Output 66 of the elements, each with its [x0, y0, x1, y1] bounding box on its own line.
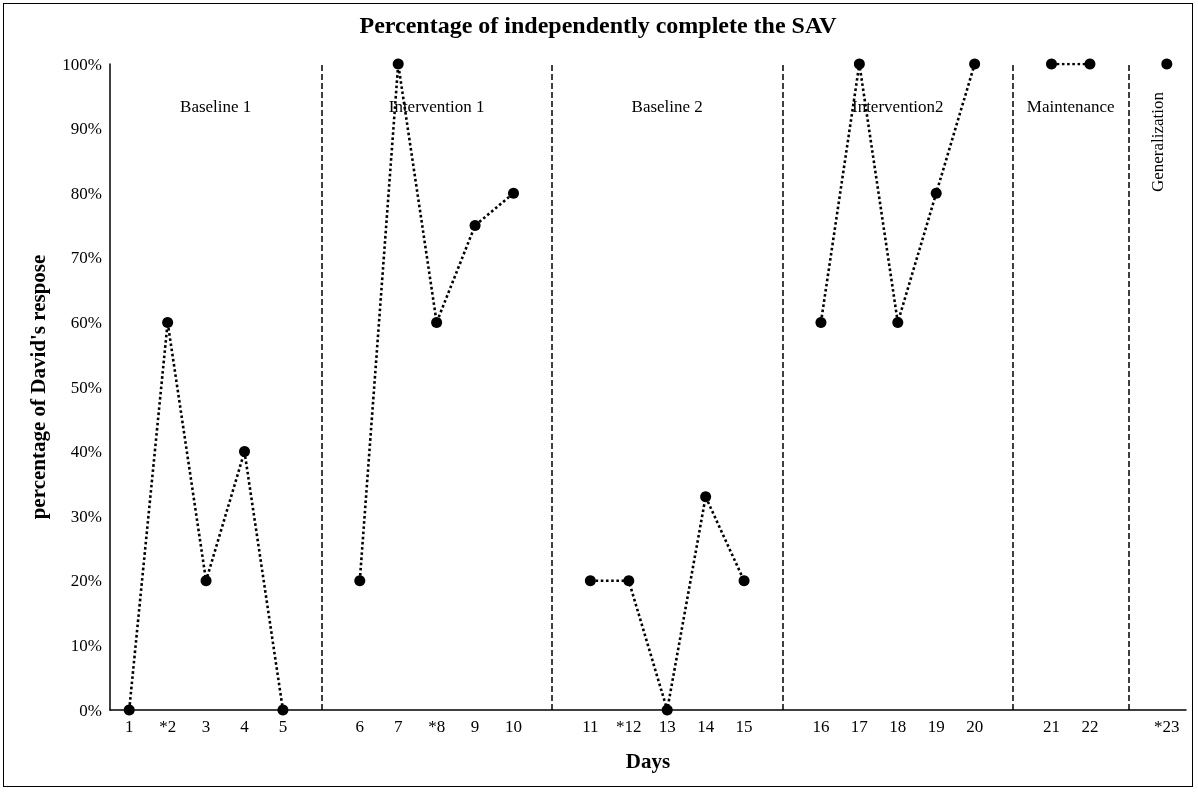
point [277, 704, 289, 716]
x-tick-label: 5 [278, 717, 288, 736]
y-axis-title: percentage of David's respose [25, 254, 50, 520]
annotation: Generalization [1147, 91, 1167, 193]
x-tick-label: 22 [1081, 717, 1099, 736]
point [623, 575, 635, 587]
point [815, 316, 827, 328]
y-tick-label: 20% [70, 571, 102, 591]
point [354, 575, 366, 587]
point [584, 575, 596, 587]
x-tick-label: 18 [889, 717, 907, 736]
x-tick-label: 19 [927, 717, 945, 736]
annotation: Baseline 1 [180, 96, 252, 116]
point [853, 58, 865, 70]
point [508, 187, 519, 199]
y-tick-label: 0% [79, 700, 102, 720]
point [123, 704, 135, 716]
y-tick-label: 60% [70, 312, 102, 332]
point [892, 316, 904, 328]
point [930, 187, 942, 199]
x-tick-label: 9 [470, 717, 480, 736]
y-tick-label: 70% [70, 248, 102, 268]
point [239, 446, 250, 458]
point [1161, 58, 1173, 70]
point [469, 220, 481, 231]
x-tick-label: 20 [966, 717, 984, 736]
y-tick-label: 40% [70, 442, 102, 462]
x-tick-label: 14 [697, 717, 715, 736]
chart-title: Percentage of independently complete the SAV [359, 12, 838, 38]
y-tick-label: 50% [70, 377, 102, 397]
point [1084, 58, 1096, 70]
x-tick-label: *2 [159, 717, 177, 736]
y-tick-label: 90% [70, 119, 102, 139]
x-tick-label: 4 [240, 717, 250, 736]
point [200, 575, 212, 587]
x-tick-label: 16 [812, 717, 830, 736]
point [738, 575, 750, 587]
x-tick-label: *12 [616, 717, 642, 736]
y-tick-label: 30% [70, 506, 102, 526]
point [392, 58, 404, 70]
x-tick-label: *23 [1154, 717, 1180, 736]
annotation: Baseline 2 [631, 96, 703, 116]
x-tick-label: 1 [124, 717, 134, 736]
x-tick-label: 21 [1043, 717, 1060, 736]
x-tick-label: 13 [658, 717, 676, 736]
point [969, 58, 981, 70]
x-tick-label: 10 [505, 717, 522, 736]
x-tick-label: 17 [850, 717, 869, 736]
y-tick-label: 10% [70, 635, 102, 655]
point [700, 491, 712, 503]
point [431, 316, 443, 328]
x-tick-label: 11 [582, 717, 599, 736]
point [162, 316, 174, 328]
x-tick-label: 7 [393, 717, 403, 736]
point [661, 704, 673, 716]
y-tick-label: 100% [62, 54, 102, 74]
annotation: Intervention2 [851, 96, 944, 116]
point [1046, 58, 1057, 70]
x-tick-label: *8 [428, 717, 446, 736]
x-tick-label: 3 [201, 717, 211, 736]
x-axis-title: Days [625, 748, 671, 773]
x-tick-label: 15 [735, 717, 753, 736]
y-tick-label: 80% [70, 183, 102, 203]
annotation: Maintenance [1026, 96, 1115, 116]
annotation: Intervention 1 [388, 96, 485, 116]
x-tick-label: 6 [355, 717, 365, 736]
